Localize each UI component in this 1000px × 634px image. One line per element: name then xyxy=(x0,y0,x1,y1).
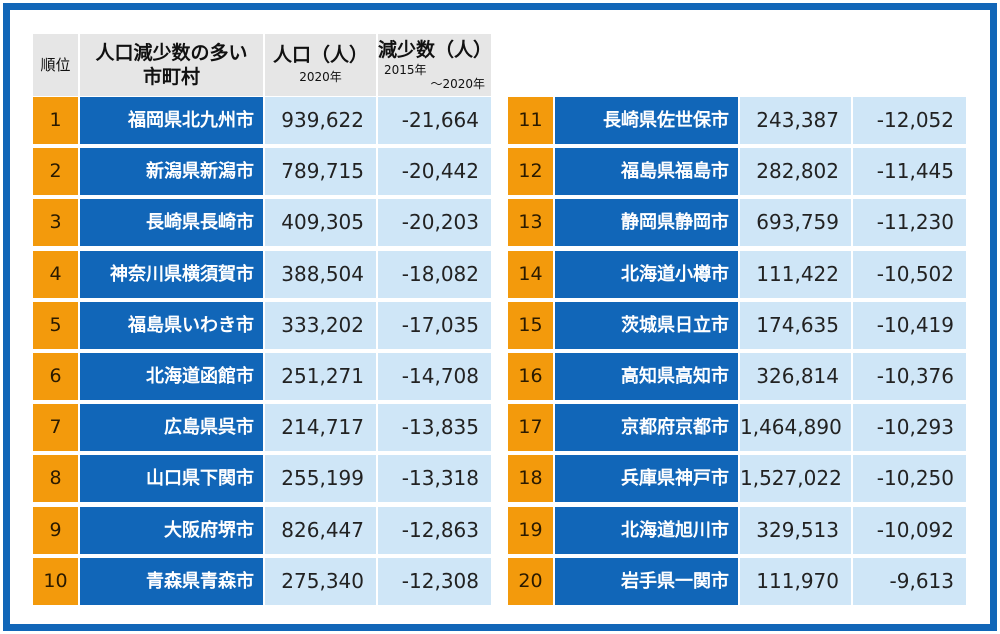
header-city-cell: 人口減少数の多い 市町村 xyxy=(80,34,263,96)
header-rank: 順位 xyxy=(40,56,71,74)
decrease-cell: -20,203 xyxy=(378,199,491,246)
header-dec-cell: 減少数（人） 2015年 ～2020年 xyxy=(378,34,493,96)
decrease-cell: -10,250 xyxy=(853,455,966,502)
city-name-cell: 兵庫県神戸市 xyxy=(555,455,738,502)
population-cell: 243,387 xyxy=(740,97,851,144)
decrease-cell: -10,293 xyxy=(853,404,966,451)
decrease-cell: -12,308 xyxy=(378,558,491,605)
decrease-cell: -20,442 xyxy=(378,148,491,195)
population-cell: 111,422 xyxy=(740,251,851,298)
city-name-cell: 大阪府堺市 xyxy=(80,507,263,554)
population-cell: 251,271 xyxy=(265,353,376,400)
decrease-cell: -10,502 xyxy=(853,251,966,298)
city-name-cell: 静岡県静岡市 xyxy=(555,199,738,246)
population-cell: 939,622 xyxy=(265,97,376,144)
decrease-cell: -11,445 xyxy=(853,148,966,195)
rank-cell: 19 xyxy=(508,507,553,554)
population-cell: 409,305 xyxy=(265,199,376,246)
rank-cell: 5 xyxy=(33,302,78,349)
population-cell: 1,464,890 xyxy=(740,404,851,451)
decrease-cell: -14,708 xyxy=(378,353,491,400)
rank-cell: 7 xyxy=(33,404,78,451)
city-name-cell: 茨城県日立市 xyxy=(555,302,738,349)
population-cell: 388,504 xyxy=(265,251,376,298)
population-cell: 214,717 xyxy=(265,404,376,451)
decrease-cell: -17,035 xyxy=(378,302,491,349)
city-name-cell: 山口県下関市 xyxy=(80,455,263,502)
city-name-cell: 神奈川県横須賀市 xyxy=(80,251,263,298)
header-city-line2: 市町村 xyxy=(142,66,200,88)
city-name-cell: 新潟県新潟市 xyxy=(80,148,263,195)
rank-cell: 13 xyxy=(508,199,553,246)
decrease-cell: -9,613 xyxy=(853,558,966,605)
city-name-cell: 高知県高知市 xyxy=(555,353,738,400)
city-name-cell: 長崎県長崎市 xyxy=(80,199,263,246)
population-cell: 255,199 xyxy=(265,455,376,502)
city-name-cell: 広島県呉市 xyxy=(80,404,263,451)
population-cell: 329,513 xyxy=(740,507,851,554)
population-cell: 826,447 xyxy=(265,507,376,554)
decrease-cell: -18,082 xyxy=(378,251,491,298)
population-cell: 326,814 xyxy=(740,353,851,400)
decrease-cell: -13,835 xyxy=(378,404,491,451)
population-cell: 111,970 xyxy=(740,558,851,605)
city-name-cell: 北海道函館市 xyxy=(80,353,263,400)
rank-cell: 12 xyxy=(508,148,553,195)
decrease-cell: -12,863 xyxy=(378,507,491,554)
header-rank-cell: 順位 xyxy=(33,34,78,96)
decrease-cell: -13,318 xyxy=(378,455,491,502)
city-name-cell: 福岡県北九州市 xyxy=(80,97,263,144)
rank-cell: 11 xyxy=(508,97,553,144)
rank-cell: 2 xyxy=(33,148,78,195)
population-cell: 333,202 xyxy=(265,302,376,349)
header-pop-cell: 人口（人） 2020年 xyxy=(265,34,376,96)
city-name-cell: 京都府京都市 xyxy=(555,404,738,451)
rank-cell: 10 xyxy=(33,558,78,605)
rank-cell: 8 xyxy=(33,455,78,502)
population-cell: 282,802 xyxy=(740,148,851,195)
header-dec-period-start: 2015年 xyxy=(384,63,427,77)
rank-cell: 9 xyxy=(33,507,78,554)
rank-cell: 3 xyxy=(33,199,78,246)
population-cell: 275,340 xyxy=(265,558,376,605)
decrease-cell: -12,052 xyxy=(853,97,966,144)
rank-cell: 17 xyxy=(508,404,553,451)
rank-cell: 16 xyxy=(508,353,553,400)
city-name-cell: 福島県福島市 xyxy=(555,148,738,195)
city-name-cell: 長崎県佐世保市 xyxy=(555,97,738,144)
city-name-cell: 北海道旭川市 xyxy=(555,507,738,554)
header-city-line1: 人口減少数の多い xyxy=(95,42,248,64)
decrease-cell: -10,092 xyxy=(853,507,966,554)
decrease-cell: -11,230 xyxy=(853,199,966,246)
rank-cell: 15 xyxy=(508,302,553,349)
decrease-cell: -10,419 xyxy=(853,302,966,349)
city-name-cell: 福島県いわき市 xyxy=(80,302,263,349)
city-name-cell: 北海道小樽市 xyxy=(555,251,738,298)
rank-cell: 18 xyxy=(508,455,553,502)
population-cell: 1,527,022 xyxy=(740,455,851,502)
population-cell: 789,715 xyxy=(265,148,376,195)
header-dec-period-end: ～2020年 xyxy=(430,77,485,91)
decrease-cell: -10,376 xyxy=(853,353,966,400)
header-pop-year: 2020年 xyxy=(299,70,342,84)
city-name-cell: 岩手県一関市 xyxy=(555,558,738,605)
header-dec: 減少数（人） xyxy=(378,39,493,61)
population-cell: 174,635 xyxy=(740,302,851,349)
rank-cell: 6 xyxy=(33,353,78,400)
rank-cell: 20 xyxy=(508,558,553,605)
rank-cell: 14 xyxy=(508,251,553,298)
population-cell: 693,759 xyxy=(740,199,851,246)
decrease-cell: -21,664 xyxy=(378,97,491,144)
header-pop: 人口（人） xyxy=(272,44,368,66)
city-name-cell: 青森県青森市 xyxy=(80,558,263,605)
rank-cell: 1 xyxy=(33,97,78,144)
rank-cell: 4 xyxy=(33,251,78,298)
